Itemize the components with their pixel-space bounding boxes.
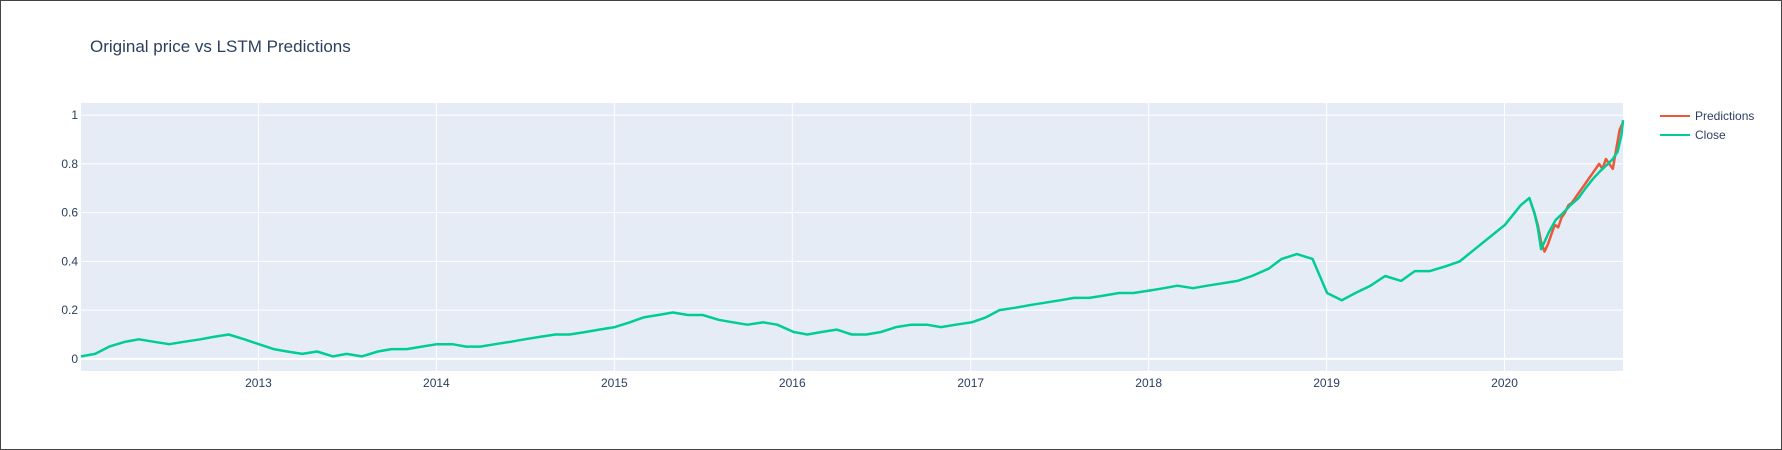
legend-label: Predictions [1695,109,1754,123]
plot-area [81,103,1623,371]
x-tick-label: 2017 [957,376,984,390]
x-tick-label: 2020 [1491,376,1518,390]
legend-item-predictions[interactable]: Predictions [1660,109,1754,123]
legend[interactable]: Predictions Close [1660,109,1754,142]
series-lines [80,119,1625,358]
x-tick-label: 2019 [1313,376,1340,390]
axes: 0 0.2 0.4 0.6 0.8 1 2013 2014 2015 2016 2017 2018 20… [61,108,1518,390]
legend-item-close[interactable]: Close [1660,128,1726,142]
y-tick-label: 0.4 [61,254,78,268]
x-tick-label: 2014 [423,376,450,390]
x-tick-label: 2016 [779,376,806,390]
legend-label: Close [1695,128,1726,142]
series-line-close [80,119,1625,358]
x-tick-label: 2013 [245,376,272,390]
series-line-predictions [1529,121,1625,253]
y-tick-label: 0.8 [61,157,78,171]
x-tick-label: 2015 [601,376,628,390]
y-tick-label: 1 [71,108,78,122]
x-tick-label: 2018 [1135,376,1162,390]
chart-title: Original price vs LSTM Predictions [90,37,351,56]
grid [81,103,1623,371]
y-tick-label: 0.6 [61,206,78,220]
y-tick-label: 0.2 [61,303,78,317]
y-tick-label: 0 [71,352,78,366]
